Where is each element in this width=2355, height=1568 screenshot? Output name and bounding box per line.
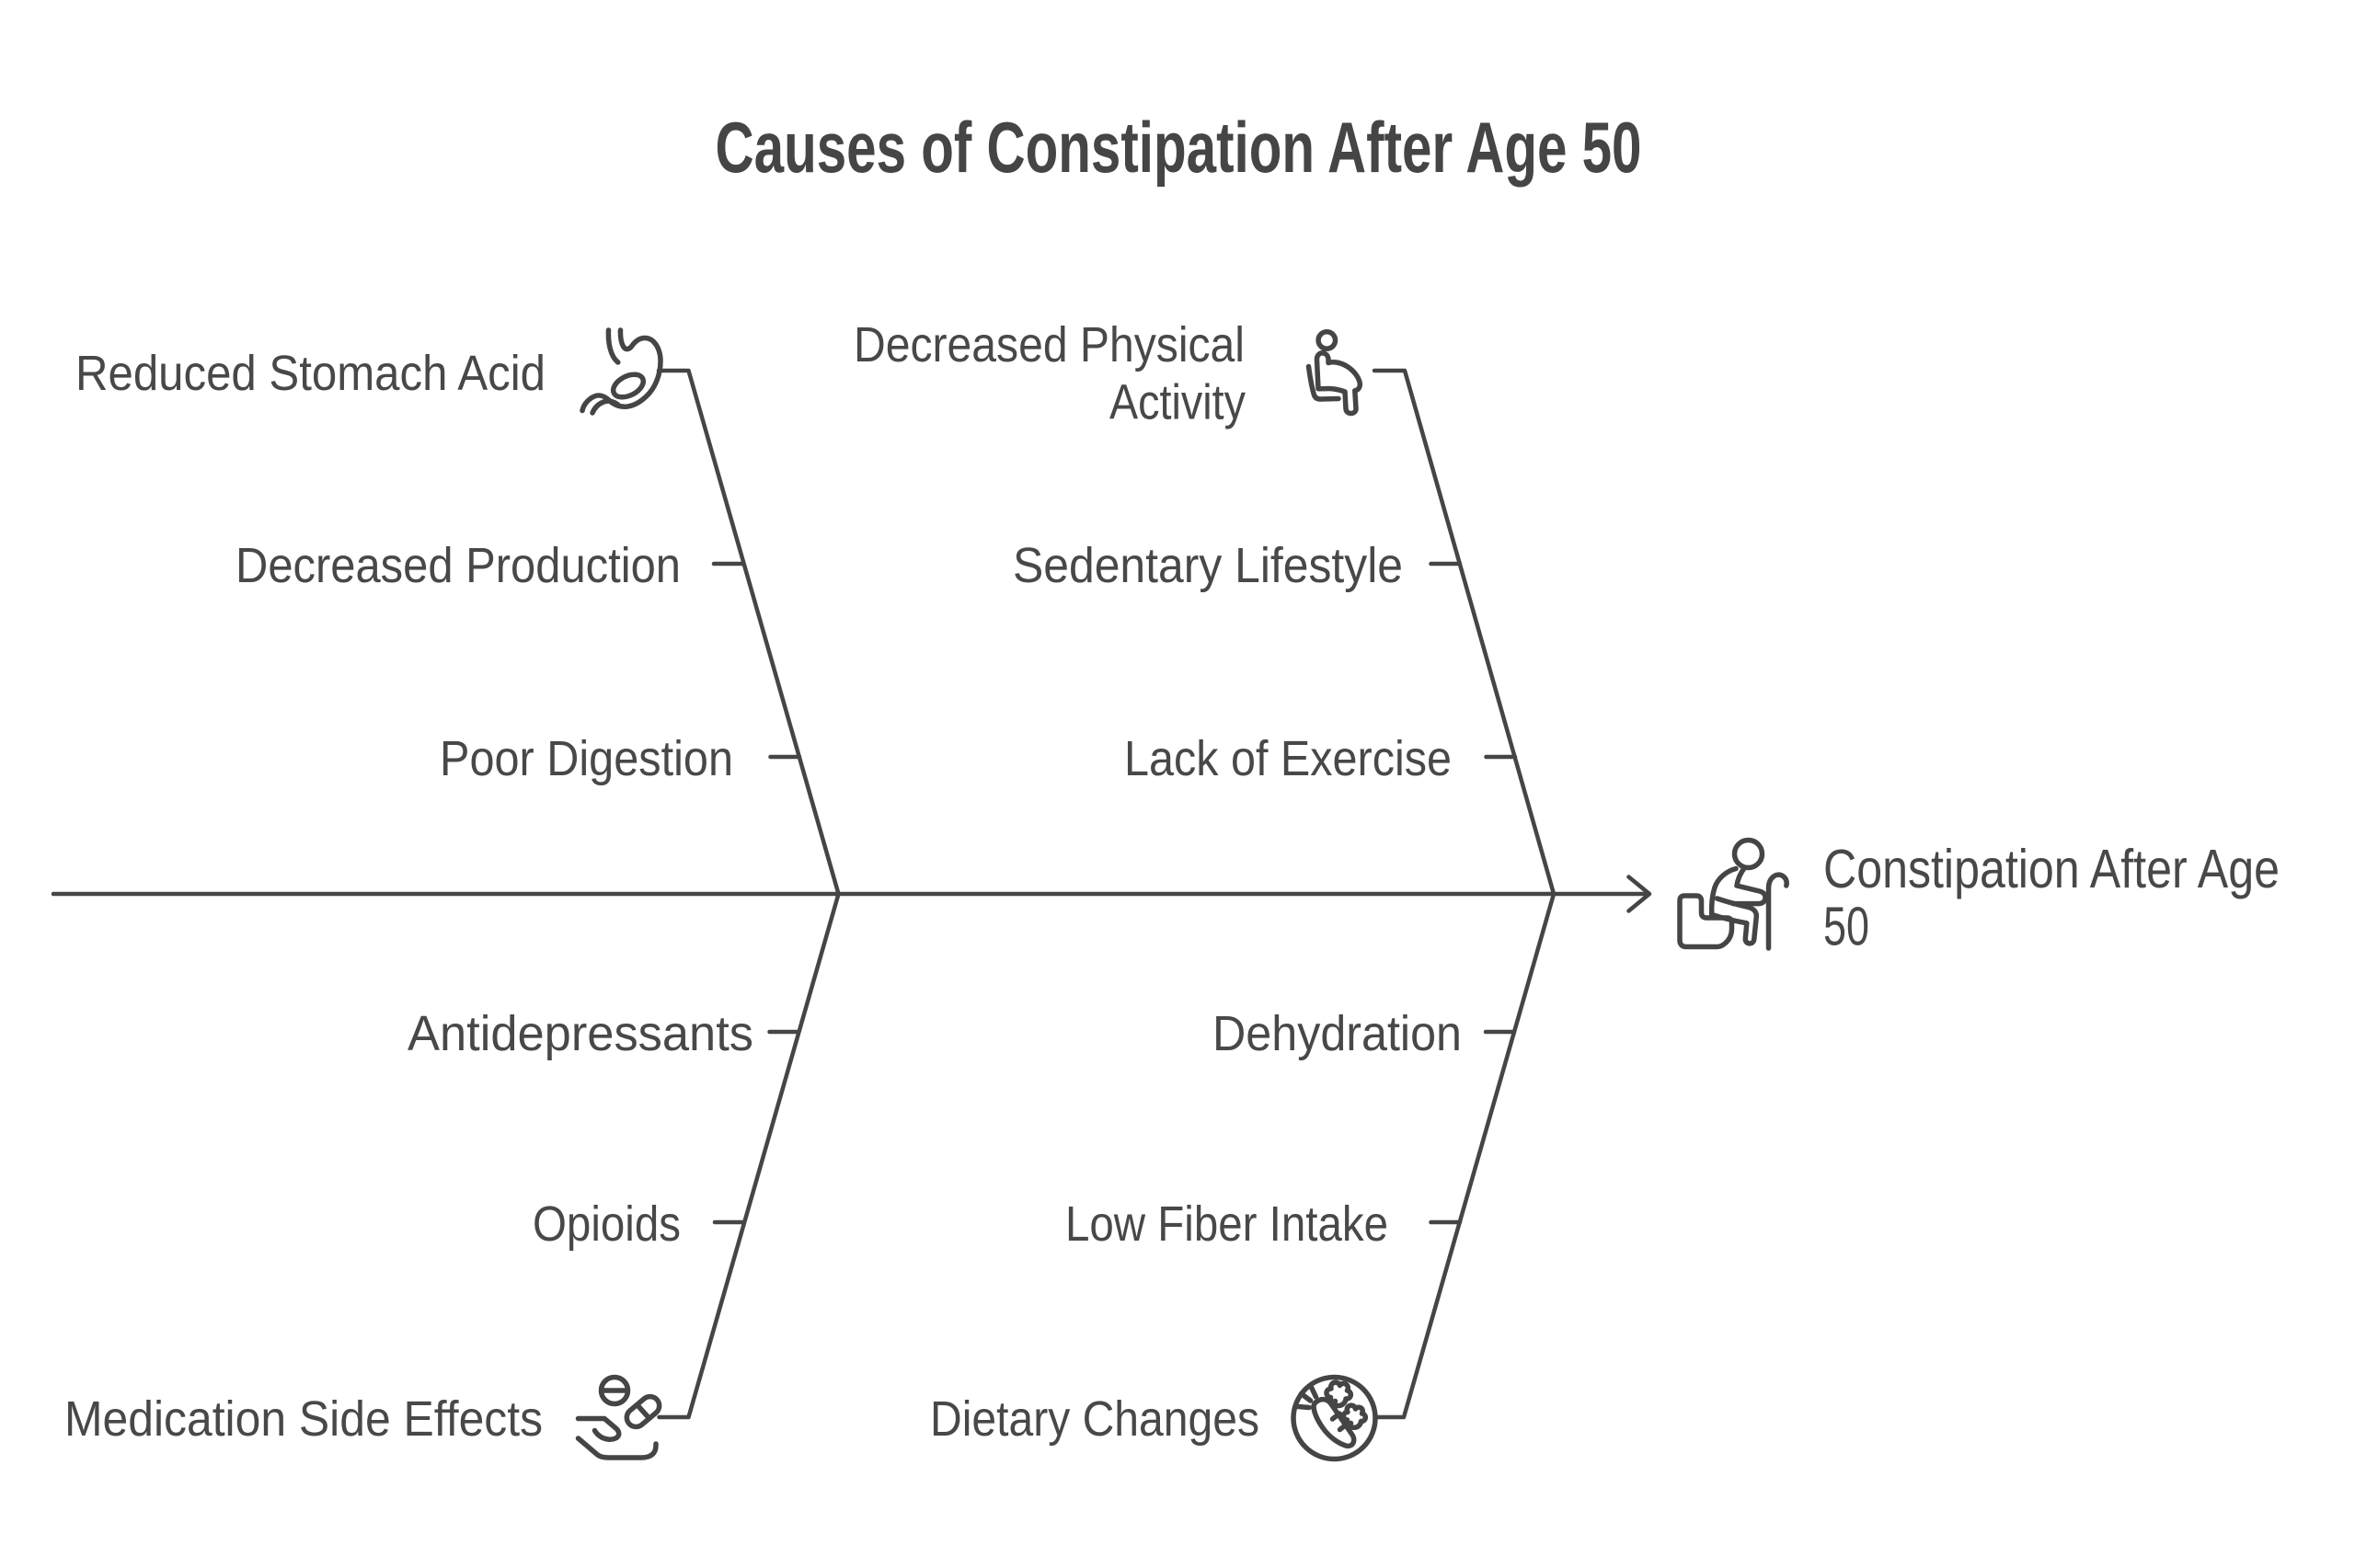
svg-text:Opioids: Opioids bbox=[533, 1196, 681, 1252]
svg-text:Reduced Stomach Acid: Reduced Stomach Acid bbox=[75, 346, 546, 401]
svg-text:Sedentary Lifestyle: Sedentary Lifestyle bbox=[1013, 538, 1403, 593]
svg-text:Lack of Exercise: Lack of Exercise bbox=[1124, 731, 1452, 786]
svg-text:Dehydration: Dehydration bbox=[1212, 1006, 1462, 1061]
svg-text:Activity: Activity bbox=[1109, 375, 1246, 430]
svg-text:Constipation After Age: Constipation After Age bbox=[1823, 839, 2280, 899]
svg-text:50: 50 bbox=[1823, 897, 1869, 957]
svg-text:Antidepressants: Antidepressants bbox=[408, 1006, 753, 1061]
svg-text:Medication Side Effects: Medication Side Effects bbox=[64, 1391, 543, 1447]
svg-text:Low Fiber Intake: Low Fiber Intake bbox=[1065, 1196, 1388, 1252]
svg-text:Dietary Changes: Dietary Changes bbox=[930, 1391, 1259, 1447]
svg-text:Causes of Constipation After A: Causes of Constipation After Age 50 bbox=[716, 107, 1642, 188]
svg-text:Decreased Physical: Decreased Physical bbox=[854, 317, 1245, 372]
svg-text:Decreased Production: Decreased Production bbox=[236, 538, 681, 593]
svg-text:Poor Digestion: Poor Digestion bbox=[440, 731, 733, 786]
